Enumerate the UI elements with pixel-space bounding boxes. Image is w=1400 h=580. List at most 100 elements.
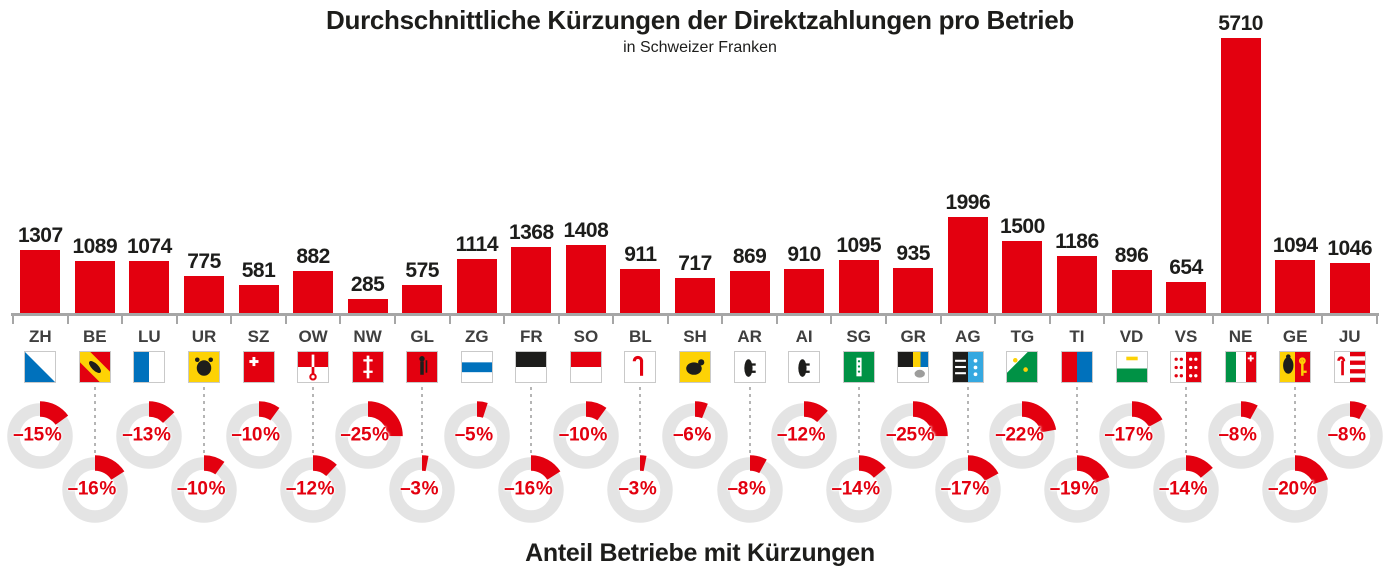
- donut-percent-label-ag: –17 %: [940, 478, 990, 500]
- donut-ju: –8 %: [1314, 401, 1385, 471]
- canton-label-lu: LU: [138, 327, 161, 346]
- bar-fr: [511, 247, 552, 313]
- donut-percent-label-ar: –8 %: [727, 478, 766, 500]
- donut-percent-label-ti: –19 %: [1049, 478, 1099, 500]
- dashed-connector-ge: [1294, 387, 1297, 456]
- donut-percent-label-sh: –6 %: [672, 424, 712, 446]
- canton-flag-gl: [407, 352, 438, 382]
- x-axis-tick: [1212, 316, 1215, 324]
- dashed-connector-be: [93, 387, 96, 456]
- bar-value-be: 1089: [72, 235, 118, 258]
- bar-ar: [729, 271, 770, 313]
- donut-chart-lu: [114, 401, 185, 471]
- zh-flag-icon: [25, 352, 56, 382]
- bar-sh: [675, 278, 715, 313]
- bar-gl: [402, 285, 443, 313]
- bar-sg: [838, 260, 879, 313]
- canton-flag-sh: [680, 352, 710, 382]
- donut-percent-label-ge: –20 %: [1268, 478, 1317, 500]
- donut-gr: –25 %: [878, 401, 948, 471]
- canton-label-sg: SG: [846, 327, 871, 346]
- x-axis-tick: [939, 316, 942, 324]
- gl-flag-icon: [407, 352, 438, 382]
- donut-percent-label-ur: –10 %: [176, 478, 226, 500]
- donut-percent-label-vs: –14 %: [1158, 478, 1208, 500]
- sh-flag-icon: [680, 352, 710, 382]
- donut-chart-ti: [1042, 455, 1112, 525]
- canton-flag-lu: [134, 352, 165, 382]
- canton-flag-sz: [243, 352, 274, 382]
- donut-percent-label-be: –16 %: [67, 478, 117, 500]
- canton-label-gl: GL: [410, 327, 434, 346]
- dashed-connector-ag: [966, 387, 969, 456]
- donut-chart-ge: [1260, 455, 1330, 525]
- bar-nw: [347, 299, 388, 313]
- canton-label-ag: AG: [955, 327, 981, 346]
- canton-label-vs: VS: [1174, 327, 1198, 346]
- donut-chart-ow: [278, 455, 348, 525]
- bar-value-ne: 5710: [1218, 12, 1263, 35]
- canton-flag-ag: [952, 352, 983, 382]
- dashed-connector-bl: [639, 387, 642, 456]
- donut-chart-sg: [823, 455, 894, 525]
- ne-flag-icon: [1225, 352, 1256, 382]
- ag-flag-icon: [952, 352, 983, 382]
- canton-flag-zg: [461, 352, 492, 382]
- donut-percent-label-ai: –12 %: [776, 424, 826, 446]
- ar-flag-icon: [734, 352, 765, 382]
- x-axis-tick: [830, 316, 833, 324]
- canton-label-ju: JU: [1338, 327, 1361, 346]
- donut-bl: –3 %: [605, 455, 676, 525]
- ur-flag-icon: [189, 352, 219, 382]
- donut-chart-so: [551, 401, 621, 471]
- bar-value-nw: 285: [350, 273, 385, 296]
- dashed-connector-gl: [421, 387, 424, 456]
- gr-flag-icon: [898, 352, 929, 382]
- canton-label-be: BE: [82, 327, 107, 346]
- donut-percent-label-tg: –22 %: [995, 424, 1044, 446]
- canton-label-bl: BL: [629, 327, 652, 346]
- canton-label-ge: GE: [1282, 327, 1308, 346]
- x-axis-tick: [1376, 316, 1378, 324]
- donut-chart-zh: [5, 401, 76, 471]
- donut-chart-gr: [878, 401, 948, 471]
- canton-label-vd: VD: [1119, 327, 1144, 346]
- donut-chart-ur: [169, 455, 239, 525]
- x-axis-tick: [230, 316, 233, 324]
- x-axis-tick: [1157, 316, 1160, 324]
- canton-flag-ow: [298, 352, 329, 382]
- bar-value-ge: 1094: [1272, 234, 1318, 257]
- bar-ag: [947, 217, 988, 313]
- canton-flag-so: [570, 352, 601, 382]
- donut-sh: –6 %: [660, 401, 730, 471]
- canton-label-ai: AI: [795, 327, 813, 346]
- donut-be: –16 %: [60, 455, 130, 525]
- canton-flag-ju: [1334, 352, 1365, 382]
- bar-ow: [293, 271, 334, 313]
- canton-flag-be: [79, 352, 110, 382]
- donut-percent-label-vd: –17 %: [1104, 424, 1153, 446]
- bar-ti: [1056, 256, 1097, 313]
- dashed-connector-ur: [203, 387, 205, 456]
- bar-value-lu: 1074: [127, 235, 172, 258]
- sz-flag-icon: [243, 352, 274, 382]
- canton-flag-ar: [734, 352, 765, 382]
- sg-flag-icon: [843, 352, 874, 382]
- canton-flag-vs: [1171, 352, 1201, 382]
- bar-ai: [784, 269, 825, 313]
- bar-so: [565, 245, 606, 313]
- x-axis-tick: [885, 316, 887, 324]
- nw-flag-icon: [352, 352, 383, 382]
- donut-percent-label-sz: –10 %: [231, 424, 280, 446]
- dashed-connector-ow: [312, 387, 315, 456]
- bar-value-tg: 1500: [1000, 215, 1045, 238]
- donut-percent-label-zg: –5 %: [454, 424, 493, 446]
- x-axis-tick: [66, 316, 69, 324]
- chart-title: Durchschnittliche Kürzungen der Direktza…: [326, 5, 1074, 35]
- donut-ar: –8 %: [714, 455, 785, 525]
- donut-lu: –13 %: [114, 401, 185, 471]
- x-axis-tick: [503, 316, 505, 324]
- bar-bl: [620, 269, 661, 313]
- bar-value-gl: 575: [405, 259, 439, 282]
